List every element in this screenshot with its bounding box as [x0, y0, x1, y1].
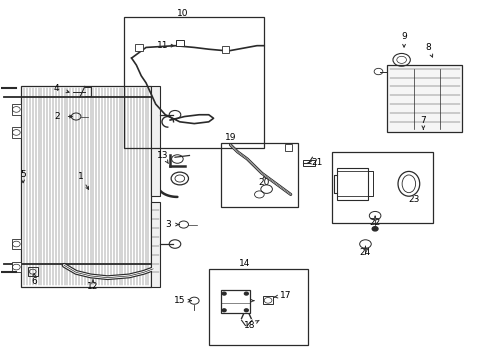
- Bar: [21, 86, 151, 287]
- Bar: [386, 65, 461, 132]
- Text: 10: 10: [176, 9, 188, 18]
- Bar: [336, 168, 367, 200]
- Ellipse shape: [397, 171, 419, 196]
- Text: 24: 24: [359, 248, 370, 257]
- Bar: [151, 86, 159, 196]
- Bar: [220, 143, 297, 207]
- Text: 18: 18: [243, 321, 255, 330]
- Bar: [302, 160, 314, 166]
- Bar: [263, 296, 272, 304]
- Bar: [12, 262, 21, 272]
- Bar: [12, 127, 21, 138]
- Bar: [176, 40, 183, 46]
- Text: 8: 8: [424, 43, 430, 52]
- Text: 12: 12: [87, 282, 99, 291]
- Bar: [151, 202, 159, 287]
- Circle shape: [244, 292, 248, 295]
- Text: 14: 14: [239, 259, 250, 268]
- Text: 3: 3: [165, 220, 170, 229]
- Circle shape: [371, 227, 377, 231]
- Bar: [12, 104, 21, 115]
- Bar: [135, 44, 142, 51]
- Bar: [28, 267, 37, 276]
- Circle shape: [244, 309, 248, 312]
- Bar: [331, 152, 432, 223]
- Text: 17: 17: [280, 291, 291, 300]
- Text: 21: 21: [311, 158, 322, 167]
- Bar: [220, 290, 249, 313]
- Text: 5: 5: [20, 170, 26, 180]
- Text: 15: 15: [174, 296, 185, 305]
- Bar: [221, 46, 229, 53]
- Text: 9: 9: [400, 32, 406, 41]
- Text: 1: 1: [78, 172, 84, 181]
- Circle shape: [222, 292, 226, 295]
- Text: 20: 20: [258, 177, 269, 187]
- Text: 11: 11: [157, 41, 168, 50]
- Bar: [12, 239, 21, 249]
- Bar: [208, 269, 307, 345]
- Text: 2: 2: [54, 112, 60, 121]
- Bar: [124, 17, 264, 149]
- Text: 22: 22: [369, 218, 380, 227]
- Text: 19: 19: [224, 133, 236, 142]
- Bar: [284, 145, 291, 151]
- Text: 4: 4: [54, 84, 60, 93]
- Circle shape: [222, 309, 226, 312]
- Text: 16: 16: [239, 296, 250, 305]
- Text: 23: 23: [407, 195, 419, 204]
- Text: 13: 13: [157, 151, 168, 160]
- Text: 7: 7: [420, 116, 425, 125]
- Text: 6: 6: [31, 277, 37, 286]
